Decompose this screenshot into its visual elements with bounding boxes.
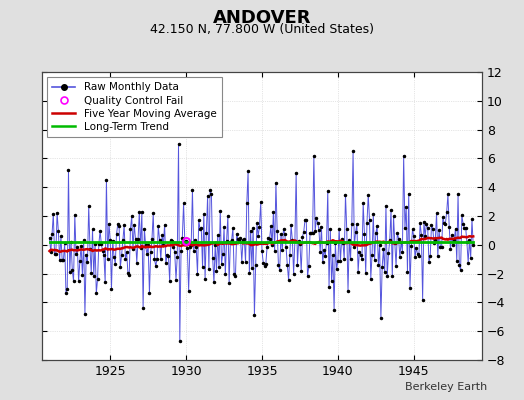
Text: 42.150 N, 77.800 W (United States): 42.150 N, 77.800 W (United States) <box>150 24 374 36</box>
Text: ANDOVER: ANDOVER <box>213 9 311 27</box>
Text: Berkeley Earth: Berkeley Earth <box>405 382 487 392</box>
Legend: Raw Monthly Data, Quality Control Fail, Five Year Moving Average, Long-Term Tren: Raw Monthly Data, Quality Control Fail, … <box>47 77 222 137</box>
